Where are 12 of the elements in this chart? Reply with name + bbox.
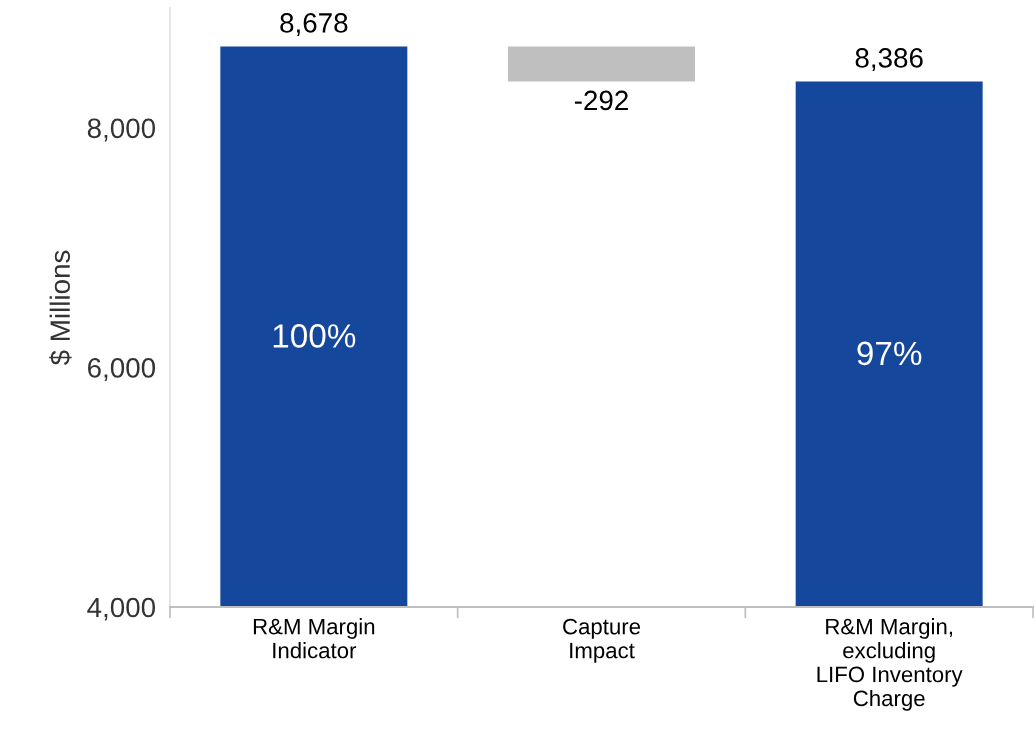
y-axis-title: $ Millions [49, 250, 72, 366]
annotation: 97% [857, 341, 922, 366]
data-label: -292 [574, 90, 628, 111]
annotation: 100% [273, 324, 356, 348]
y-tick-label: 6,000 [88, 358, 156, 382]
y-tick-label: 4,000 [87, 597, 156, 621]
x-tick-label: R&M Margin Indicator [253, 618, 375, 659]
x-tick-label: R&M Margin, excluding LIFO Inventory Charge [817, 618, 963, 711]
data-label: 8,678 [280, 13, 348, 37]
x-tick-label: Capture Impact [563, 618, 641, 663]
data-label: 8,386 [855, 48, 923, 72]
y-tick-label: 8,000 [87, 118, 156, 142]
